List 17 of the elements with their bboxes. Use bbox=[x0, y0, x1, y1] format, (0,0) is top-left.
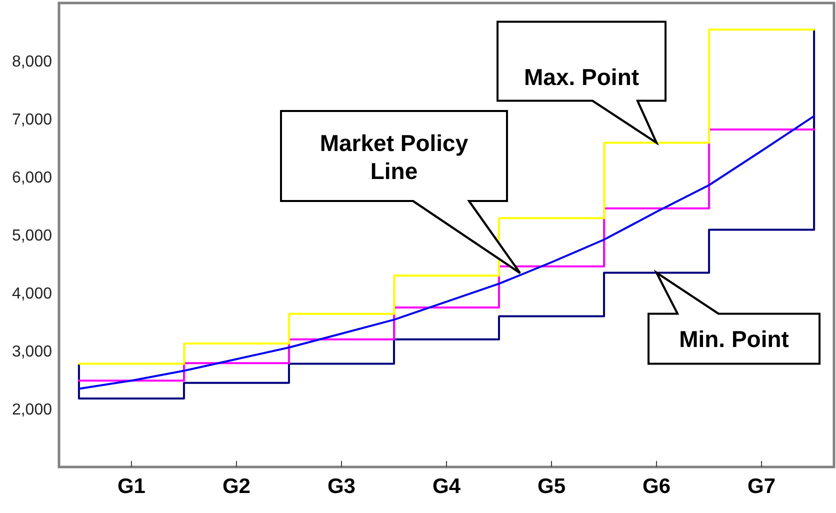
y-tick-label: 4,000 bbox=[12, 286, 52, 303]
x-tick-label: G5 bbox=[538, 475, 566, 498]
y-tick-label: 3,000 bbox=[12, 344, 52, 361]
y-tick-label: 7,000 bbox=[12, 112, 52, 129]
x-tick-label: G6 bbox=[642, 475, 671, 498]
x-tick-label: G4 bbox=[432, 475, 461, 498]
y-tick-label: 8,000 bbox=[12, 54, 52, 71]
x-tick-label: G7 bbox=[748, 475, 776, 498]
annotation: Market Policy Line bbox=[320, 130, 468, 184]
y-tick-label: 5,000 bbox=[12, 228, 52, 245]
annotation: Min. Point bbox=[679, 326, 790, 352]
x-tick-label: G2 bbox=[222, 475, 250, 498]
annotation: Max. Point bbox=[524, 64, 640, 90]
x-tick-label: G3 bbox=[327, 475, 356, 498]
x-tick-label: G1 bbox=[117, 475, 146, 498]
y-tick-label: 6,000 bbox=[12, 170, 52, 187]
y-tick-label: 2,000 bbox=[12, 402, 52, 419]
